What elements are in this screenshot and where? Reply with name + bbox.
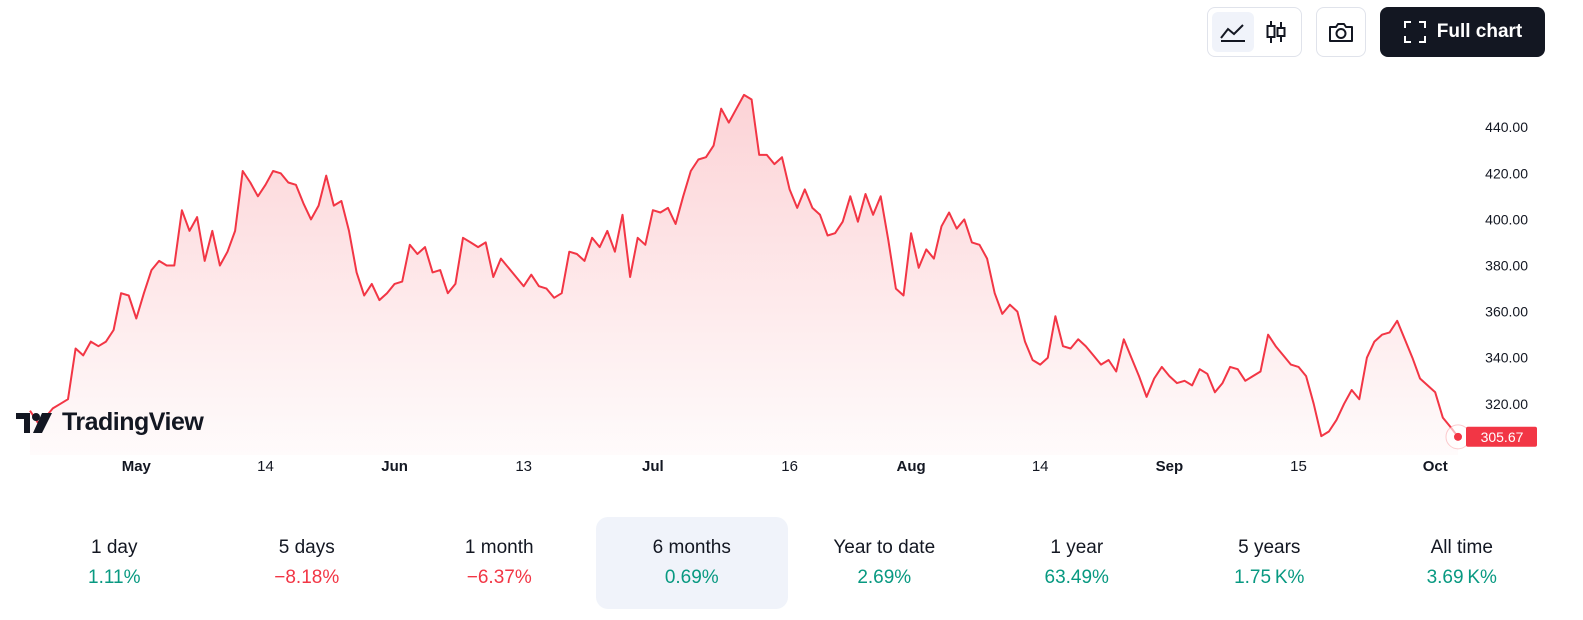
period-change: −8.18% — [274, 567, 340, 588]
chart-toolbar: Full chart — [1207, 7, 1545, 57]
period-change: −6.37% — [466, 567, 532, 588]
period-label: Year to date — [833, 537, 936, 558]
x-tick-label: 15 — [1290, 458, 1307, 475]
period-tab-5-days[interactable]: 5 days −8.18% — [211, 517, 404, 609]
last-price-value: 305.67 — [1481, 429, 1524, 445]
x-tick-label: Jun — [381, 458, 408, 475]
last-price-dot — [1454, 432, 1462, 441]
tradingview-logo-text: TradingView — [62, 408, 204, 436]
x-tick-label: Jul — [642, 458, 664, 475]
candles-icon — [1266, 21, 1286, 43]
x-tick-label: 14 — [257, 458, 274, 475]
period-change: 2.69% — [857, 567, 912, 588]
period-change: 3.69 K% — [1426, 567, 1497, 588]
chart-type-switcher — [1207, 7, 1302, 57]
y-axis: 440.00 420.00 400.00 380.00 360.00 340.00 320.… — [1485, 119, 1528, 412]
x-tick-label: 14 — [1032, 458, 1049, 475]
period-tab-1-month[interactable]: 1 month −6.37% — [403, 517, 596, 609]
period-change: 1.11% — [88, 567, 141, 588]
last-price-label: 305.67 — [1466, 426, 1537, 447]
x-tick-label: Oct — [1423, 458, 1448, 475]
period-label: 5 days — [278, 537, 335, 558]
tradingview-logo-icon — [16, 412, 52, 433]
price-chart[interactable]: 440.00 420.00 400.00 380.00 360.00 340.00 320.… — [0, 0, 1583, 490]
x-tick-label: 16 — [781, 458, 798, 475]
x-tick-label: 13 — [515, 458, 532, 475]
period-label: 1 year — [1050, 537, 1104, 558]
y-tick-label: 340.00 — [1485, 350, 1528, 366]
x-tick-label: Sep — [1156, 458, 1184, 475]
y-tick-label: 400.00 — [1485, 211, 1528, 227]
period-label: 6 months — [652, 537, 731, 558]
period-label: 1 day — [91, 537, 138, 558]
tradingview-logo[interactable]: TradingView — [16, 408, 204, 437]
area-chart-button[interactable] — [1212, 12, 1254, 52]
x-tick-label: May — [122, 458, 152, 475]
y-tick-label: 440.00 — [1485, 119, 1528, 135]
x-axis: May 14 Jun 13 Jul 16 Aug 14 Sep 15 Oct — [122, 458, 1448, 475]
period-tab-all-time[interactable]: All time 3.69 K% — [1366, 517, 1559, 609]
period-tab-1-year[interactable]: 1 year 63.49% — [981, 517, 1174, 609]
period-change: 1.75 K% — [1234, 567, 1305, 588]
period-label: 1 month — [464, 537, 534, 558]
x-tick-label: Aug — [897, 458, 926, 475]
period-change: 63.49% — [1044, 567, 1109, 588]
period-tab-1-day[interactable]: 1 day 1.11% — [18, 517, 211, 609]
y-tick-label: 360.00 — [1485, 304, 1528, 320]
snapshot-button[interactable] — [1316, 7, 1366, 57]
area-chart-icon — [1220, 24, 1245, 42]
period-tab-5-years[interactable]: 5 years 1.75 K% — [1173, 517, 1366, 609]
period-label: All time — [1430, 537, 1493, 558]
period-tab-6-months[interactable]: 6 months 0.69% — [595, 517, 788, 609]
price-area-fill — [30, 94, 1458, 456]
period-label: 5 years — [1238, 537, 1301, 558]
y-tick-label: 420.00 — [1485, 165, 1528, 181]
full-chart-button[interactable]: Full chart — [1380, 7, 1545, 57]
period-tab-year-to-date[interactable]: Year to date 2.69% — [788, 517, 981, 609]
fullscreen-icon — [1403, 21, 1426, 43]
y-tick-label: 320.00 — [1485, 396, 1528, 412]
full-chart-label: Full chart — [1436, 21, 1523, 42]
price-line — [29, 93, 1459, 438]
candles-chart-button[interactable] — [1255, 12, 1297, 52]
y-tick-label: 380.00 — [1485, 258, 1528, 274]
camera-icon — [1329, 23, 1353, 42]
period-selector: 1 day 1.11% 5 days −8.18% 1 month −6.37% 6 mon… — [18, 517, 1558, 609]
period-change: 0.69% — [664, 567, 719, 588]
last-price-badge — [1466, 426, 1537, 447]
